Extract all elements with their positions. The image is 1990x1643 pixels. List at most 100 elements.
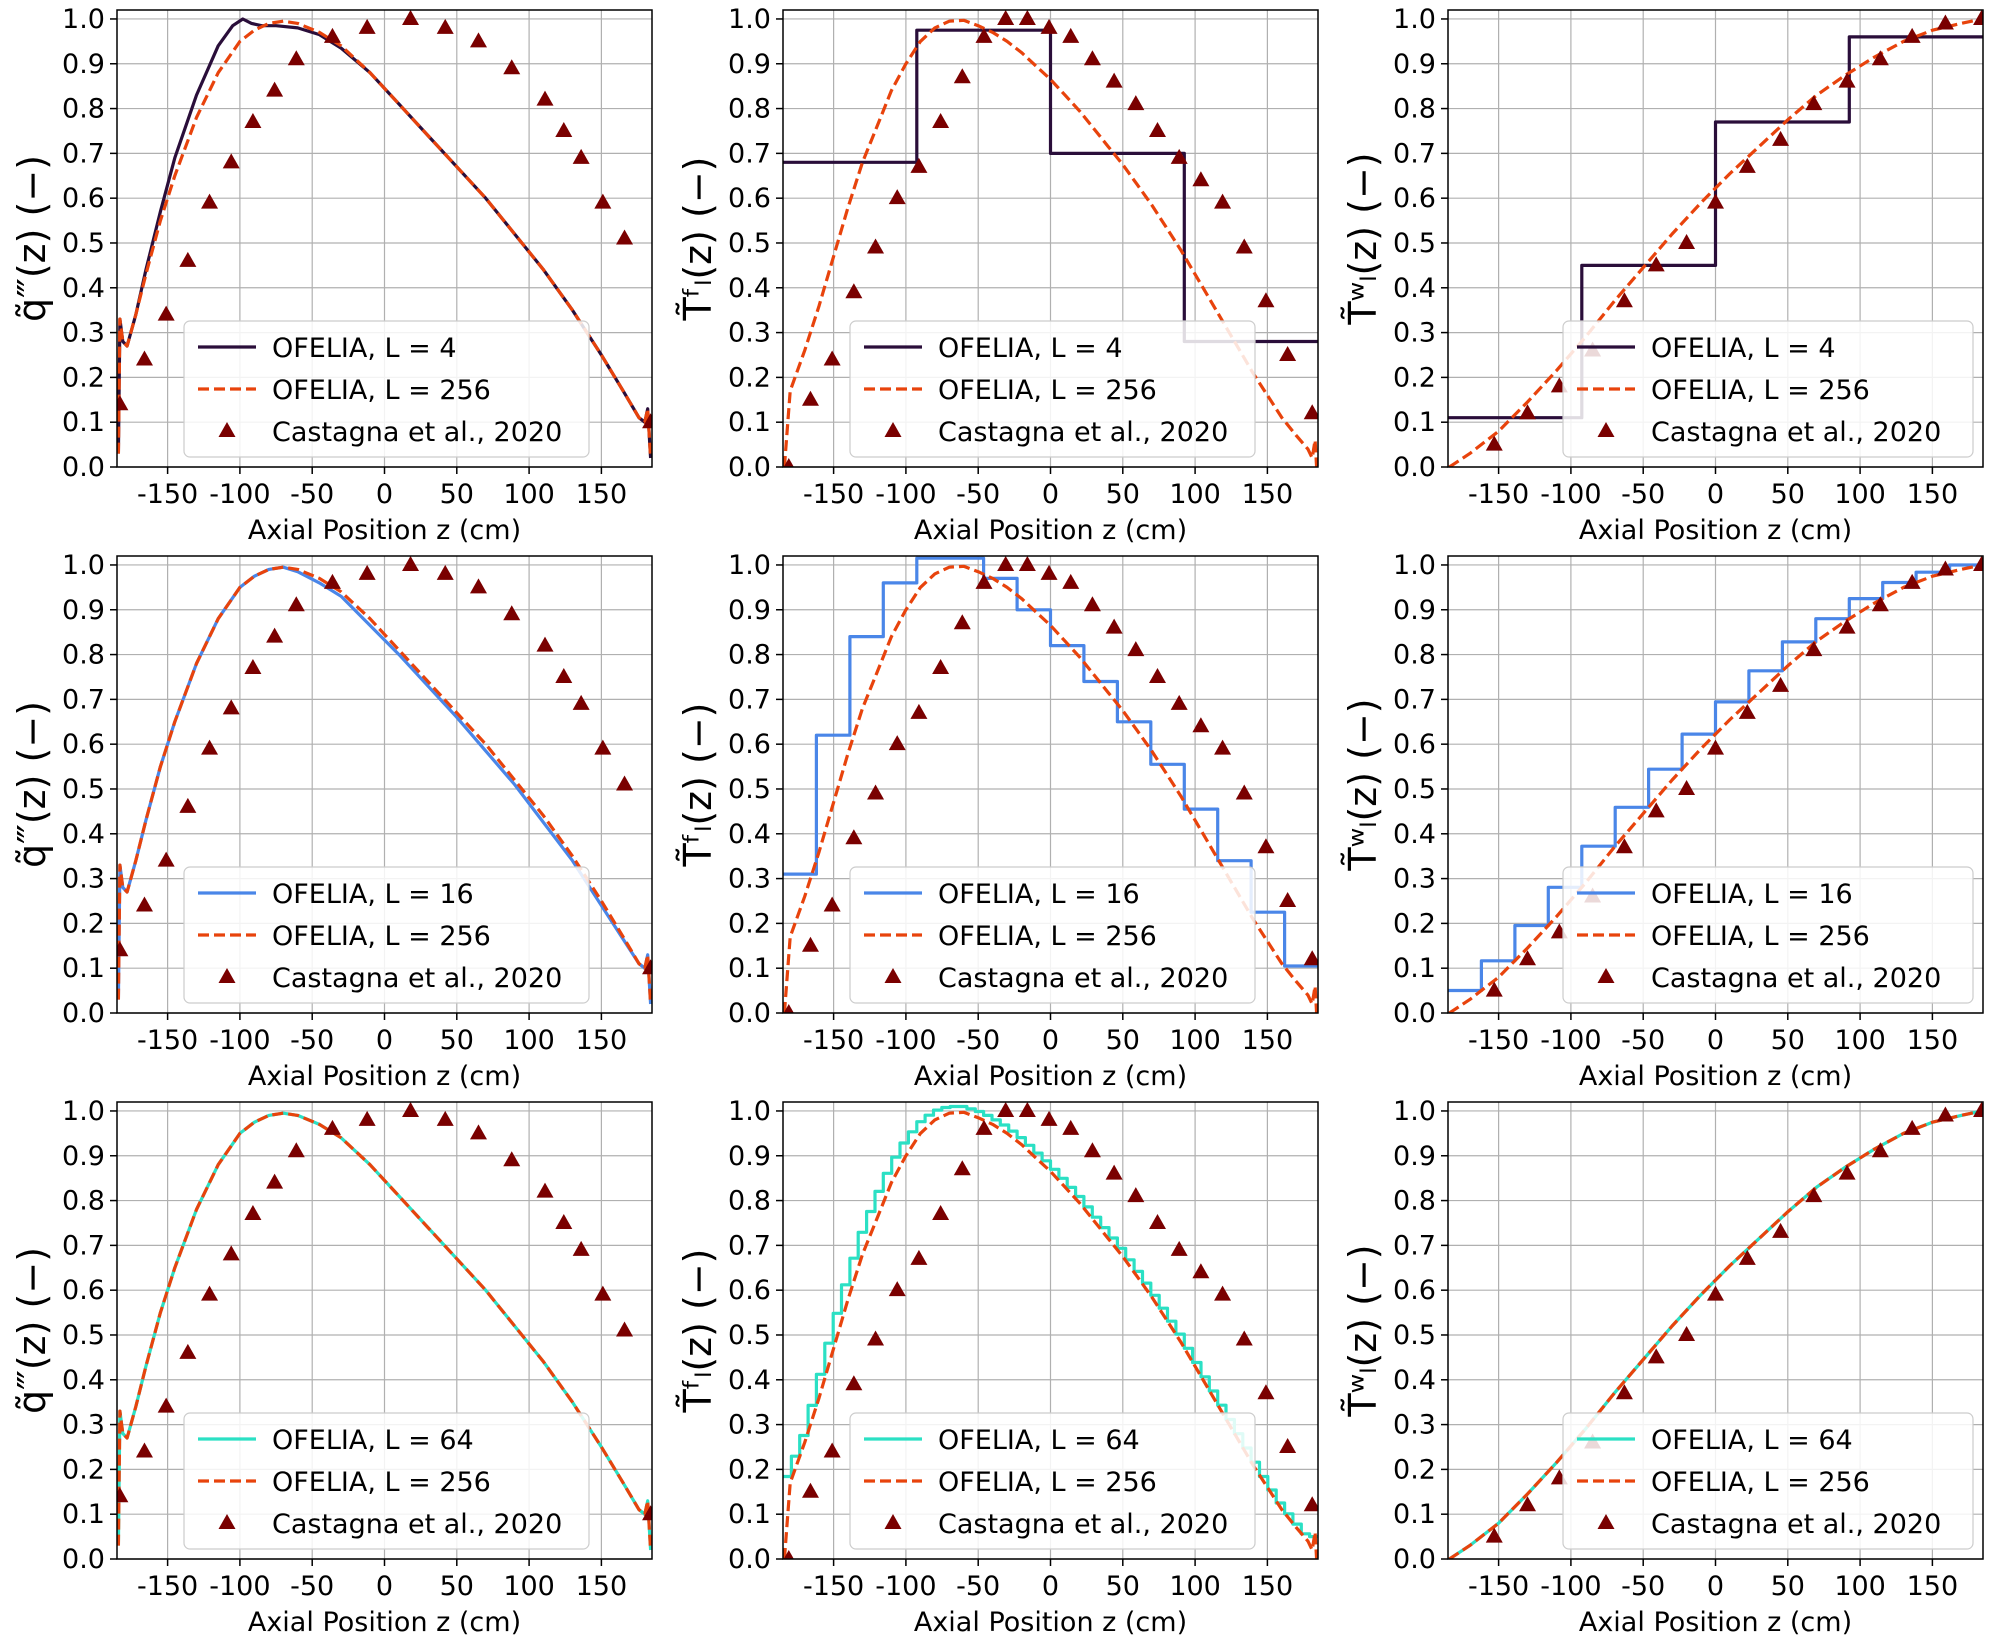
data-marker <box>469 1124 487 1140</box>
y-tick-label: 0.2 <box>728 908 771 939</box>
y-axis-label: q̃‴(z) (−) <box>10 701 54 868</box>
data-marker <box>1485 435 1503 451</box>
x-axis-label: Axial Position z (cm) <box>248 515 521 546</box>
y-tick-label: 0.8 <box>1393 1186 1436 1217</box>
y-tick-label: 0.5 <box>1393 774 1436 805</box>
data-marker <box>572 1240 590 1256</box>
y-tick-label: 0.5 <box>728 1320 771 1351</box>
data-marker <box>1192 171 1210 187</box>
data-marker <box>1279 891 1297 907</box>
series-line-L256 <box>1448 17 1982 467</box>
data-marker <box>179 1343 197 1359</box>
x-tick-label: 100 <box>1834 479 1886 510</box>
x-tick-label: 50 <box>1771 479 1805 510</box>
data-marker <box>1738 1249 1756 1265</box>
data-marker <box>1707 1285 1724 1301</box>
legend: OFELIA, L = 16 OFELIA, L = 256 Castagna et… <box>849 866 1256 1004</box>
data-marker <box>555 1213 573 1229</box>
data-marker <box>1485 1527 1503 1543</box>
series-line-L256 <box>783 564 1318 1013</box>
x-tick-label: 50 <box>1771 1571 1805 1602</box>
y-tick-label: 0.3 <box>1393 318 1436 349</box>
x-tick-label: 100 <box>1834 1025 1886 1056</box>
data-marker <box>323 27 341 43</box>
data-marker <box>1805 641 1823 657</box>
x-axis-label: Axial Position z (cm) <box>248 1061 521 1092</box>
y-tick-label: 0.6 <box>728 183 771 214</box>
x-axis-label: Axial Position z (cm) <box>1579 1607 1852 1638</box>
y-tick-label: 0.6 <box>62 183 105 214</box>
data-marker <box>1772 130 1790 146</box>
x-tick-label: -50 <box>956 479 1000 510</box>
data-marker <box>1871 596 1889 612</box>
data-marker <box>932 113 950 129</box>
x-tick-label: -150 <box>137 479 198 510</box>
data-marker <box>1871 1142 1889 1158</box>
x-tick-label: -50 <box>290 1571 334 1602</box>
x-tick-label: -100 <box>1540 479 1601 510</box>
y-tick-label: 0.3 <box>728 864 771 895</box>
y-tick-label: 0.8 <box>728 1186 771 1217</box>
data-marker <box>1519 950 1537 966</box>
legend-label: OFELIA, L = 256 <box>938 375 1157 406</box>
y-tick-label: 0.2 <box>728 362 771 393</box>
x-tick-label: -150 <box>803 479 864 510</box>
y-tick-label: 0.7 <box>728 684 771 715</box>
y-tick-label: 0.8 <box>62 94 105 125</box>
x-tick-label: 100 <box>1169 1025 1221 1056</box>
y-tick-label: 0.4 <box>62 273 105 304</box>
data-marker <box>594 739 612 755</box>
y-tick-label: 0.2 <box>62 362 105 393</box>
x-tick-label: 150 <box>576 1571 628 1602</box>
data-marker <box>323 573 341 589</box>
data-marker <box>1040 18 1058 34</box>
series-castagna-markers <box>117 556 652 975</box>
data-marker <box>1192 1263 1210 1279</box>
y-axis-label: T̃ᶠₗ(z) (−) <box>676 157 720 322</box>
y-tick-label: 0.9 <box>728 595 771 626</box>
legend-marker <box>218 1514 236 1529</box>
y-tick-label: 1.0 <box>728 4 771 35</box>
data-marker <box>1678 1325 1696 1341</box>
legend-label: OFELIA, L = 4 <box>1651 333 1836 364</box>
x-tick-label: 100 <box>503 1571 555 1602</box>
x-tick-label: 150 <box>1907 1025 1959 1056</box>
x-tick-label: 150 <box>1242 479 1294 510</box>
x-tick-label: 0 <box>376 1571 393 1602</box>
data-marker <box>910 1249 928 1265</box>
data-marker <box>1772 1222 1790 1238</box>
y-tick-label: 0.0 <box>62 998 105 1029</box>
data-marker <box>1105 1164 1123 1180</box>
data-marker <box>1615 1384 1633 1400</box>
y-tick-label: 0.9 <box>728 49 771 80</box>
y-tick-label: 0.6 <box>62 729 105 760</box>
y-tick-label: 0.8 <box>62 1186 105 1217</box>
data-marker <box>222 153 240 169</box>
data-marker <box>1214 193 1232 209</box>
y-tick-label: 0.0 <box>728 452 771 483</box>
legend-label: Castagna et al., 2020 <box>1651 417 1941 448</box>
y-tick-label: 0.7 <box>728 1230 771 1261</box>
legend-box <box>183 320 590 458</box>
legend-label: Castagna et al., 2020 <box>1651 963 1941 994</box>
x-tick-label: 150 <box>1242 1571 1294 1602</box>
series-line-solid <box>783 28 1318 344</box>
x-tick-label: -100 <box>875 1571 936 1602</box>
data-marker <box>1018 556 1036 571</box>
data-marker <box>1772 676 1790 692</box>
data-marker <box>1738 157 1756 173</box>
y-tick-label: 0.8 <box>728 94 771 125</box>
data-marker <box>1149 121 1166 137</box>
data-marker <box>910 703 928 719</box>
data-marker <box>436 564 454 580</box>
data-marker <box>783 1550 794 1559</box>
data-marker <box>244 1205 262 1221</box>
y-tick-label: 0.3 <box>1393 1410 1436 1441</box>
series-castagna-markers <box>783 10 1318 467</box>
data-marker <box>1062 573 1080 589</box>
data-marker <box>1214 1285 1232 1301</box>
data-marker <box>867 784 885 800</box>
series-castagna-markers <box>117 10 652 429</box>
y-tick-label: 0.1 <box>728 953 771 984</box>
data-marker <box>1871 50 1889 66</box>
